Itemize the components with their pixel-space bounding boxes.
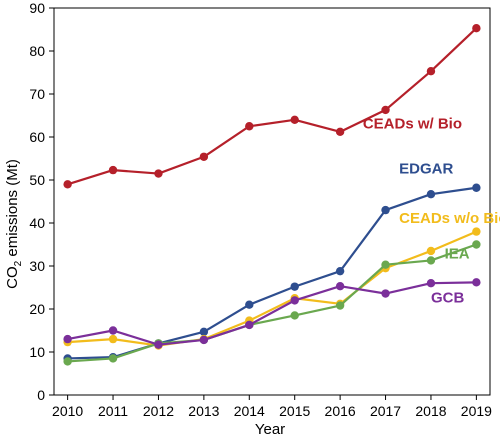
data-point [154, 169, 163, 178]
series-line [67, 230, 477, 347]
data-point [199, 152, 209, 161]
data-point [199, 327, 209, 336]
y-tick-label: 10 [29, 344, 45, 360]
data-point [426, 189, 436, 199]
y-tick-label: 40 [29, 215, 45, 231]
data-point [381, 260, 390, 269]
series-gcb: GCB [63, 278, 481, 349]
x-tick-label: 2017 [370, 403, 401, 419]
data-point [381, 205, 390, 215]
data-point [199, 335, 209, 345]
series-line [67, 243, 477, 363]
x-tick-label: 2014 [234, 403, 265, 419]
series-label: CEADs w/o Bio [399, 210, 500, 227]
x-tick-label: 2012 [143, 403, 174, 419]
data-point [472, 278, 481, 287]
y-tick-label: 80 [29, 43, 45, 59]
data-point [108, 326, 118, 335]
x-tick-label: 2011 [98, 403, 128, 419]
data-point [472, 240, 481, 249]
data-point [426, 246, 436, 256]
data-point [472, 183, 481, 192]
data-point [472, 24, 481, 33]
data-point [381, 289, 390, 298]
y-tick-label: 0 [37, 387, 45, 403]
plot-area [53, 7, 491, 396]
series-ceads-w-o-bio: CEADs w/o Bio [63, 210, 500, 350]
series-label: GCB [431, 290, 465, 307]
series-ceads-w-bio: CEADs w/ Bio [63, 24, 481, 189]
series-line [67, 281, 477, 346]
x-tick-label: 2010 [52, 403, 83, 419]
data-point [335, 301, 345, 310]
data-point [426, 256, 436, 265]
x-axis-title: Year [255, 421, 285, 438]
y-tick-label: 90 [29, 0, 45, 16]
data-point [335, 266, 345, 276]
series-group: CEADs w/ Bio EDGAR CEADs w/o Bio IEA GCB [63, 24, 500, 366]
data-point [245, 122, 254, 131]
data-point [290, 282, 299, 291]
y-tick-label: 20 [29, 301, 45, 317]
series-label: CEADs w/ Bio [363, 115, 462, 132]
data-point [290, 115, 299, 125]
plot-frame [53, 7, 491, 396]
data-point [108, 354, 118, 363]
data-point [245, 300, 254, 309]
data-point [426, 279, 436, 288]
data-point [245, 320, 254, 330]
data-point [290, 296, 299, 305]
data-point [335, 127, 345, 137]
data-point [108, 334, 118, 344]
x-tick-label: 2013 [188, 403, 219, 419]
axes: 0 10 20 30 40 50 60 70 80 90 2010 2011 2012 2013 2014 2… [29, 0, 492, 419]
y-tick-label: 70 [29, 86, 45, 102]
data-point [63, 357, 72, 366]
data-point [108, 165, 118, 175]
y-tick-label: 60 [29, 129, 45, 145]
data-point [63, 180, 72, 189]
x-tick-label: 2016 [325, 403, 356, 419]
series-line [67, 27, 478, 186]
data-point [335, 282, 345, 291]
data-point [426, 67, 436, 76]
data-point [472, 227, 481, 236]
series-label: IEA [445, 245, 470, 262]
y-axis-title: CO2 emissions (Mt) [4, 159, 24, 289]
x-tick-label: 2019 [461, 403, 492, 419]
y-tick-label: 30 [29, 258, 45, 274]
y-tick-label: 50 [29, 172, 45, 188]
series-label: EDGAR [399, 161, 453, 178]
data-point [154, 340, 163, 349]
data-point [63, 334, 72, 344]
x-tick-label: 2015 [279, 403, 310, 419]
data-point [290, 311, 299, 320]
data-point [381, 105, 390, 115]
x-tick-label: 2018 [415, 403, 446, 419]
series-iea: IEA [63, 240, 481, 366]
